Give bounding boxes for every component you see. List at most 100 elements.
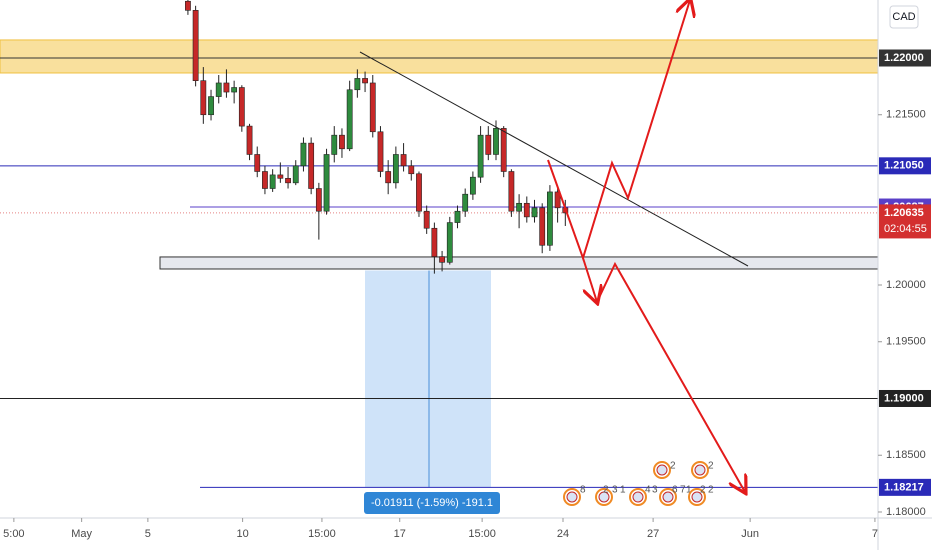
candle-body [439, 256, 445, 263]
y-tick-label: 1.21500 [886, 109, 926, 121]
event-count: 8 [580, 485, 586, 496]
candle-body [331, 134, 338, 155]
x-tick-label: 15:00 [468, 528, 496, 540]
price-label: 1.22000 [884, 52, 924, 64]
candle-body [454, 210, 461, 223]
event-count: 6 [672, 485, 678, 496]
candle-body [354, 78, 361, 91]
candle-body [531, 207, 538, 218]
candle-body [431, 227, 438, 257]
candle-body [408, 165, 415, 175]
candle-body [269, 174, 276, 189]
y-tick-label: 1.19500 [886, 336, 926, 348]
event-flag [632, 491, 644, 503]
event-count: 2 [670, 461, 676, 472]
candle-body [500, 128, 507, 172]
zone [159, 256, 879, 270]
y-tick-label: 1.18500 [886, 449, 926, 461]
candle-body [200, 80, 207, 116]
arrow-down [596, 261, 745, 492]
candle-body [246, 125, 253, 155]
candle-body [539, 207, 546, 246]
measure-label-bg [364, 492, 500, 514]
y-tick-label: 1.18000 [886, 506, 926, 518]
candle-body [315, 188, 322, 212]
candle-body [554, 191, 561, 209]
candle-body [462, 193, 469, 212]
currency: CAD [892, 11, 915, 23]
price-label-bg [879, 478, 931, 496]
price-label: 1.21050 [884, 160, 924, 172]
event-flag [662, 491, 674, 503]
candle-body [215, 82, 222, 97]
event-flag [694, 464, 706, 476]
x-tick-label: 5 [145, 528, 151, 540]
candle-body [292, 165, 299, 184]
candle-body [469, 176, 476, 195]
event-count: 3 [652, 485, 658, 496]
x-tick-label: May [71, 528, 92, 540]
candle-body [523, 202, 530, 218]
candle-body [400, 154, 407, 167]
price-label: 1.19000 [884, 392, 924, 404]
candle-body [223, 82, 230, 93]
candle-body [262, 171, 268, 189]
candle-body [547, 191, 553, 246]
x-tick-label: 10 [236, 528, 248, 540]
candle-body [508, 171, 515, 212]
x-tick-label: 24 [557, 528, 569, 540]
candle-body [208, 96, 214, 116]
candle-body [308, 142, 315, 189]
candle-body [392, 154, 399, 184]
event-count: 2 [700, 485, 706, 496]
candle-body [362, 78, 368, 84]
event-flag [566, 491, 578, 503]
price-label: 1.18217 [884, 481, 924, 493]
event-flag [691, 491, 703, 503]
candle-body [485, 134, 492, 155]
countdown: 02:04:55 [884, 223, 927, 235]
event-flag [598, 491, 610, 503]
currency-box[interactable] [889, 5, 919, 29]
candle-body [300, 142, 307, 167]
candle-body [323, 154, 330, 212]
event-flag [656, 464, 668, 476]
candle-body [192, 10, 199, 81]
zone [0, 39, 879, 74]
candle-body [369, 82, 376, 133]
event-count: 3 [612, 485, 618, 496]
measure-label: -0.01911 (-1.59%) -191.1 [371, 497, 493, 509]
event-count: 7 [680, 485, 686, 496]
candle-body [238, 87, 245, 127]
arrow-up [547, 0, 690, 262]
candle-body [277, 174, 284, 179]
price-label-bg [879, 389, 931, 407]
measure-box [365, 270, 491, 488]
price-label-bg [879, 204, 931, 239]
candle-body [346, 89, 353, 150]
price-label-bg [879, 157, 931, 175]
candle-body [377, 131, 384, 172]
x-tick-label: 17 [394, 528, 406, 540]
candle-body [477, 134, 484, 178]
event-count: 4 [645, 485, 651, 496]
arrow-dip [582, 257, 597, 302]
x-tick-label: 15:00 [308, 528, 336, 540]
event-count: 1 [686, 485, 692, 496]
x-tick-label: 7 [872, 528, 878, 540]
candle-body [231, 87, 238, 93]
trend-line [359, 51, 749, 267]
candle-body [385, 171, 392, 184]
event-count: 2 [603, 485, 609, 496]
x-tick-label: Jun [741, 528, 759, 540]
price-label: 1.20635 [884, 207, 924, 219]
candle-body [339, 134, 345, 150]
candle-body [185, 0, 191, 11]
candle-body [446, 222, 453, 263]
candle-body [416, 173, 422, 212]
event-count: 1 [620, 485, 626, 496]
event-count: 2 [708, 485, 714, 496]
event-count: 2 [708, 461, 714, 472]
candle-body [254, 154, 261, 172]
